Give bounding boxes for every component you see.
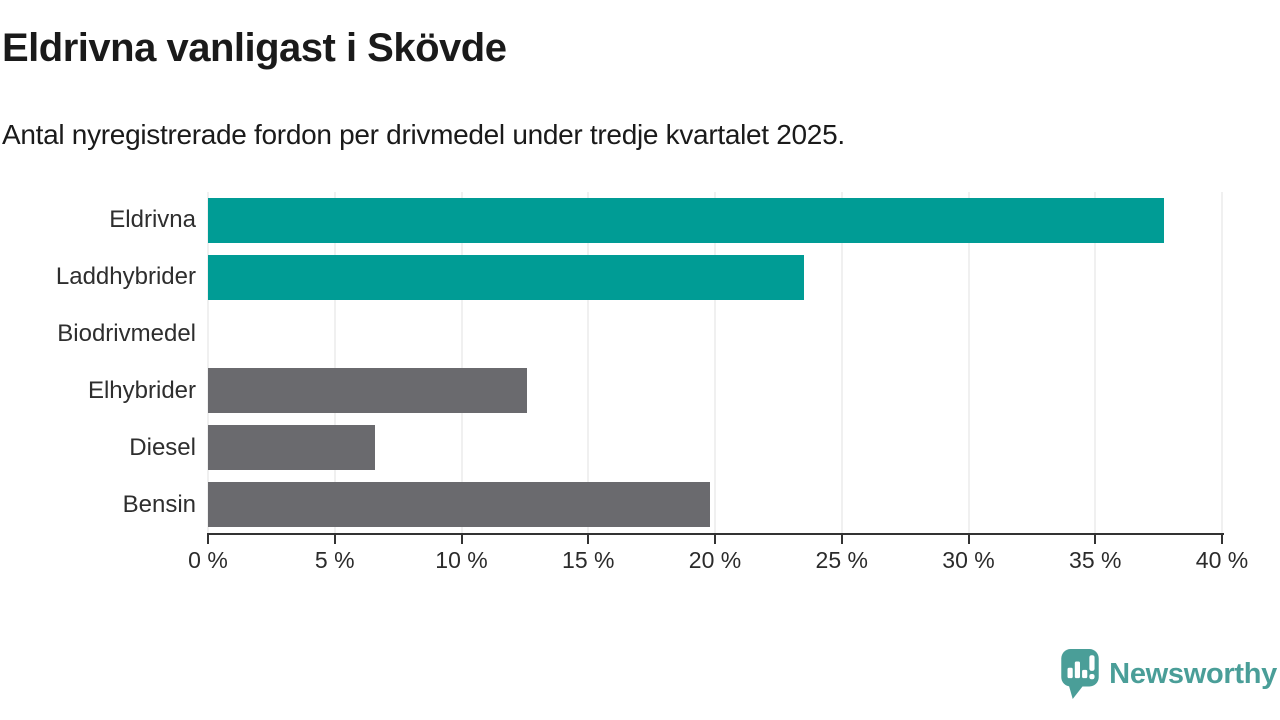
brand-footer: Newsworthy [1060,648,1277,700]
category-label: Bensin [122,490,196,518]
bar-row [208,419,1222,476]
gridline [334,192,336,533]
chart-subtitle: Antal nyregistrerade fordon per drivmede… [2,119,845,150]
chart-title: Eldrivna vanligast i Skövde [2,26,507,70]
gridline [587,192,589,533]
x-axis-tick [207,535,209,544]
bar-diesel [208,425,376,471]
x-axis-tick-label: 35 % [1069,547,1122,573]
y-axis-labels: Eldrivna Laddhybrider Biodrivmedel Elhybrid… [0,192,196,533]
x-axis-tick-label: 5 % [314,547,355,573]
gridline [1221,192,1223,533]
x-axis-tick [840,535,843,544]
x-axis-tick-label: 0 % [188,547,228,573]
x-axis-tick-label: 30 % [942,547,995,573]
x-axis-tick [587,535,590,544]
category-label: Laddhybrider [55,263,196,291]
gridline [841,192,843,533]
x-axis-tick [967,535,970,544]
gridline [1094,192,1096,533]
bar-rows [208,192,1222,533]
gridline [207,192,209,533]
bar-row [208,192,1222,249]
newsworthy-logo-icon [1060,648,1100,700]
x-axis-line [207,533,1224,535]
category-label: Eldrivna [109,206,196,234]
x-axis-tick-label: 10 % [435,547,488,573]
x-axis-tick-label: 40 % [1195,547,1249,573]
gridline [461,192,462,533]
bar-eldrivna [208,197,1164,243]
bar-row [208,362,1222,419]
x-axis-tick [1221,535,1223,544]
category-label: Elhybrider [87,376,196,404]
bar-elhybrider [208,368,528,414]
bar-row [208,249,1222,306]
x-axis-tick [714,535,716,544]
gridline [968,192,969,533]
category-label: Diesel [129,433,196,461]
gridline [714,192,716,533]
x-axis-tick-label: 20 % [688,547,742,573]
x-axis-tick-label: 25 % [815,547,868,573]
bar-row [208,476,1222,533]
x-axis-tick [460,535,463,544]
x-axis-tick [1094,535,1097,544]
brand-wordmark: Newsworthy [1109,657,1277,690]
category-label: Biodrivmedel [57,320,196,348]
bar-row [208,306,1222,363]
x-axis-tick [333,535,336,544]
bar-bensin [208,482,710,528]
x-axis-tick-label: 15 % [562,547,615,573]
plot-area [207,192,1223,533]
bar-laddhybrider [208,254,804,300]
